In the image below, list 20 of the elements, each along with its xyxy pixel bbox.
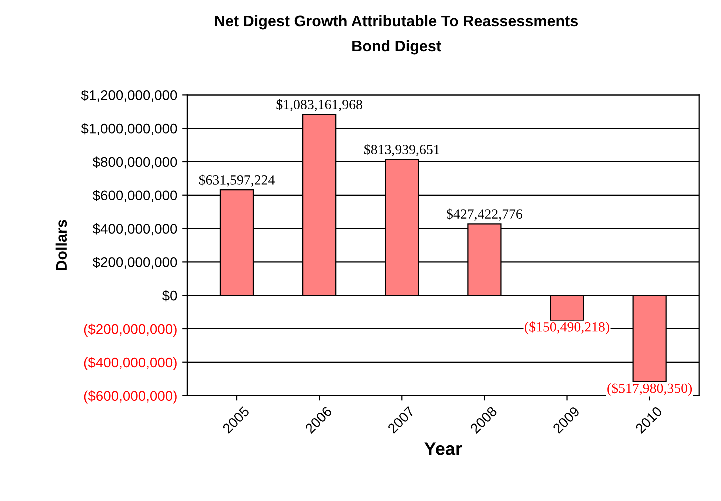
y-tick-label: ($400,000,000) [84, 357, 177, 370]
y-tick-label: $200,000,000 [92, 256, 178, 269]
data-label: ($517,980,350) [608, 382, 692, 396]
data-label: ($150,490,218) [525, 322, 610, 335]
chart-title: Net Digest Growth Attributable To Reassessments [215, 15, 578, 30]
data-label: $631,597,224 [199, 174, 275, 187]
y-tick-label: $1,000,000,000 [81, 123, 178, 136]
y-tick-label: $0 [162, 290, 178, 302]
data-label: $1,083,161,968 [276, 99, 362, 112]
x-axis-title: Year [424, 442, 462, 456]
y-tick-label: $800,000,000 [92, 156, 178, 169]
y-tick-label: $400,000,000 [92, 224, 178, 236]
y-axis-title: Dollars [56, 220, 68, 270]
data-label: $427,422,776 [447, 208, 522, 221]
chart-subtitle: Bond Digest [352, 40, 442, 55]
y-tick-label: $1,200,000,000 [81, 90, 178, 102]
y-tick-label: ($200,000,000) [84, 324, 177, 338]
y-tick-label: $600,000,000 [92, 190, 178, 202]
y-tick-label: ($600,000,000) [84, 390, 177, 404]
data-label: $813,939,651 [364, 144, 440, 156]
